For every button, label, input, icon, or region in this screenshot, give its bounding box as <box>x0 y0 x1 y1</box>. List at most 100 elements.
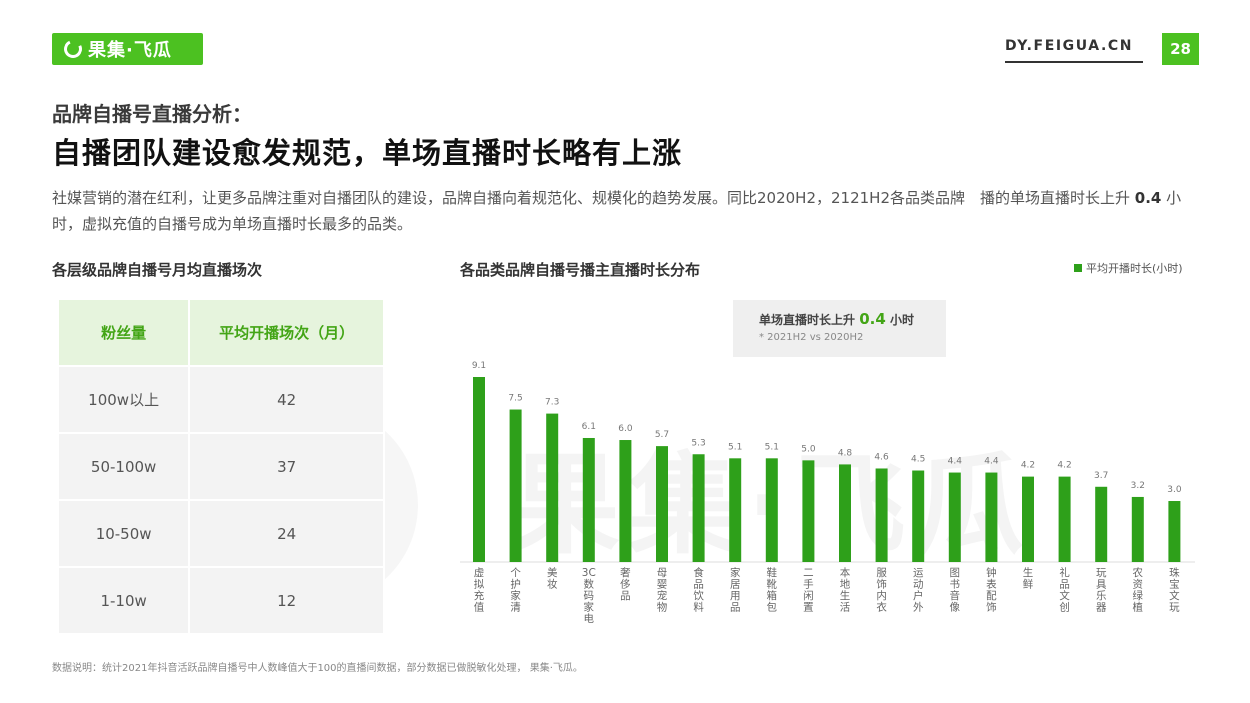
table-row: 10-50w 24 <box>56 499 385 568</box>
data-label-17: 3.7 <box>1094 471 1108 481</box>
data-label-12: 4.5 <box>911 455 925 465</box>
x-tick-label-12: 运动户外 <box>913 567 924 614</box>
bar-2[interactable] <box>546 413 559 562</box>
table-header-fans: 粉丝量 <box>56 298 191 367</box>
bar-3[interactable] <box>582 437 595 562</box>
fan-level-table: 粉丝量 平均开播场次（月） 100w以上 42 50-100w 37 10-50… <box>56 298 385 635</box>
description-text-1: 社媒营销的潜在红利，让更多品牌注重对自播团队的建设，品牌自播向着规范化、规模化的… <box>52 189 1135 207</box>
data-label-8: 5.1 <box>765 442 779 452</box>
callout-sub: * 2021H2 vs 2020H2 <box>759 332 864 343</box>
x-tick-label-18: 农资绿植 <box>1133 566 1144 614</box>
x-tick-label-16: 礼品文创 <box>1059 566 1070 614</box>
bar-5[interactable] <box>656 446 668 562</box>
data-label-15: 4.2 <box>1021 461 1035 471</box>
description-text-2: 小时，虚拟充值的自播号成为单场直播时长最多的品类。 <box>52 189 1182 233</box>
x-tick-label-15: 生鲜 <box>1023 566 1034 591</box>
page-number: 28 <box>1162 33 1199 65</box>
bar-10[interactable] <box>839 464 851 562</box>
bar-19[interactable] <box>1168 501 1181 562</box>
x-tick-label-7: 家居用品 <box>730 566 741 614</box>
table-row: 100w以上 42 <box>56 365 385 434</box>
description-highlight: 0.4 <box>1134 189 1162 207</box>
x-tick-label-3: 3C 数码家电 <box>582 567 596 625</box>
data-label-2: 7.3 <box>545 398 559 408</box>
bar-7[interactable] <box>729 458 742 562</box>
legend-label: 平均开播时长(小时) <box>1086 262 1183 275</box>
section-kicker: 品牌自播号直播分析： <box>52 102 252 126</box>
data-label-18: 3.2 <box>1131 481 1145 491</box>
x-tick-label-0: 虚拟充值 <box>474 567 485 614</box>
footnote: 数据说明：统计2021年抖音活跃品牌自播号中人数峰值大于100的直播间数据，部分… <box>52 663 583 674</box>
x-tick-label-6: 食品饮料 <box>693 566 704 614</box>
x-tick-label-19: 珠宝文玩 <box>1169 566 1180 614</box>
table-header-sessions: 平均开播场次（月） <box>188 298 385 367</box>
bar-11[interactable] <box>875 468 888 562</box>
callout-prefix: 单场直播时长上升 <box>759 313 860 327</box>
callout-value: 0.4 <box>859 310 886 328</box>
x-tick-label-17: 玩具乐器 <box>1096 567 1107 614</box>
table-cell-sessions: 42 <box>188 365 385 434</box>
table-cell-sessions: 37 <box>188 432 385 501</box>
data-label-6: 5.3 <box>691 438 705 448</box>
site-url-underline <box>1005 61 1143 63</box>
chart-title: 各品类品牌自播号播主直播时长分布 <box>460 261 701 279</box>
bar-13[interactable] <box>948 472 961 562</box>
bar-12[interactable] <box>912 470 925 562</box>
table-title: 各层级品牌自播号月均直播场次 <box>52 261 263 279</box>
bar-15[interactable] <box>1022 476 1034 562</box>
data-label-10: 4.8 <box>838 448 853 458</box>
chart-callout: 单场直播时长上升 0.4 小时 * 2021H2 vs 2020H2 <box>733 300 946 357</box>
chart-legend: 平均开播时长(小时) <box>1074 260 1183 276</box>
data-label-1: 7.5 <box>508 394 522 404</box>
bar-16[interactable] <box>1058 476 1071 562</box>
data-label-9: 5.0 <box>801 444 816 454</box>
legend-swatch <box>1074 264 1082 272</box>
data-label-19: 3.0 <box>1167 485 1182 495</box>
table-row: 50-100w 37 <box>56 432 385 501</box>
brand-mark-icon <box>61 37 85 61</box>
bar-1[interactable] <box>509 409 522 562</box>
bar-14[interactable] <box>985 472 998 562</box>
description: 社媒营销的潜在红利，让更多品牌注重对自播团队的建设，品牌自播向着规范化、规模化的… <box>52 185 1197 237</box>
table-cell-sessions: 12 <box>188 566 385 635</box>
table-cell-fans: 10-50w <box>56 499 191 568</box>
table-header-row: 粉丝量 平均开播场次（月） <box>56 298 385 367</box>
data-label-5: 5.7 <box>655 430 669 440</box>
data-label-16: 4.2 <box>1057 461 1071 471</box>
table-cell-sessions: 24 <box>188 499 385 568</box>
x-tick-label-8: 鞋靴箱包 <box>767 566 778 614</box>
page-title: 自播团队建设愈发规范，单场直播时长略有上涨 <box>52 136 683 170</box>
site-url[interactable]: DY.FEIGUA.CN <box>1005 38 1134 54</box>
data-label-7: 5.1 <box>728 442 742 452</box>
x-tick-label-14: 钟表配饰 <box>986 566 997 614</box>
data-label-0: 9.1 <box>472 361 486 371</box>
bar-4[interactable] <box>619 440 632 562</box>
bar-18[interactable] <box>1131 496 1144 562</box>
table-cell-fans: 50-100w <box>56 432 191 501</box>
callout-main: 单场直播时长上升 0.4 小时 <box>759 310 946 328</box>
brand-logo-text: 果集·飞瓜 <box>88 40 172 61</box>
bar-8[interactable] <box>765 458 778 562</box>
bar-6[interactable] <box>692 454 705 562</box>
x-tick-label-4: 奢侈品 <box>620 566 631 602</box>
table-cell-fans: 100w以上 <box>56 365 191 434</box>
data-label-3: 6.1 <box>582 422 596 432</box>
x-tick-label-11: 服饰内衣 <box>876 567 887 614</box>
x-tick-label-10: 本地生活 <box>840 566 851 614</box>
table-row: 1-10w 12 <box>56 566 385 635</box>
bar-chart: 9.1 虚拟充值 7.5 个护家清 7.3 美妆 6.1 3C 数码家电 6.0 奢侈品 5.7 母婴宠… <box>460 361 1195 625</box>
bar-0[interactable] <box>473 377 485 562</box>
x-tick-label-13: 图书音像 <box>950 567 961 614</box>
x-tick-label-1: 个护家清 <box>510 567 521 614</box>
bar-9[interactable] <box>802 460 815 562</box>
data-label-14: 4.4 <box>984 457 999 467</box>
brand-logo[interactable]: 果集·飞瓜 <box>52 33 203 65</box>
x-tick-label-5: 母婴宠物 <box>657 567 668 614</box>
x-tick-label-9: 二手闲置 <box>803 567 814 614</box>
data-label-13: 4.4 <box>948 457 963 467</box>
table-cell-fans: 1-10w <box>56 566 191 635</box>
data-label-11: 4.6 <box>874 452 889 462</box>
bar-17[interactable] <box>1095 486 1108 562</box>
x-tick-label-2: 美妆 <box>547 566 558 591</box>
callout-suffix: 小时 <box>885 313 914 327</box>
